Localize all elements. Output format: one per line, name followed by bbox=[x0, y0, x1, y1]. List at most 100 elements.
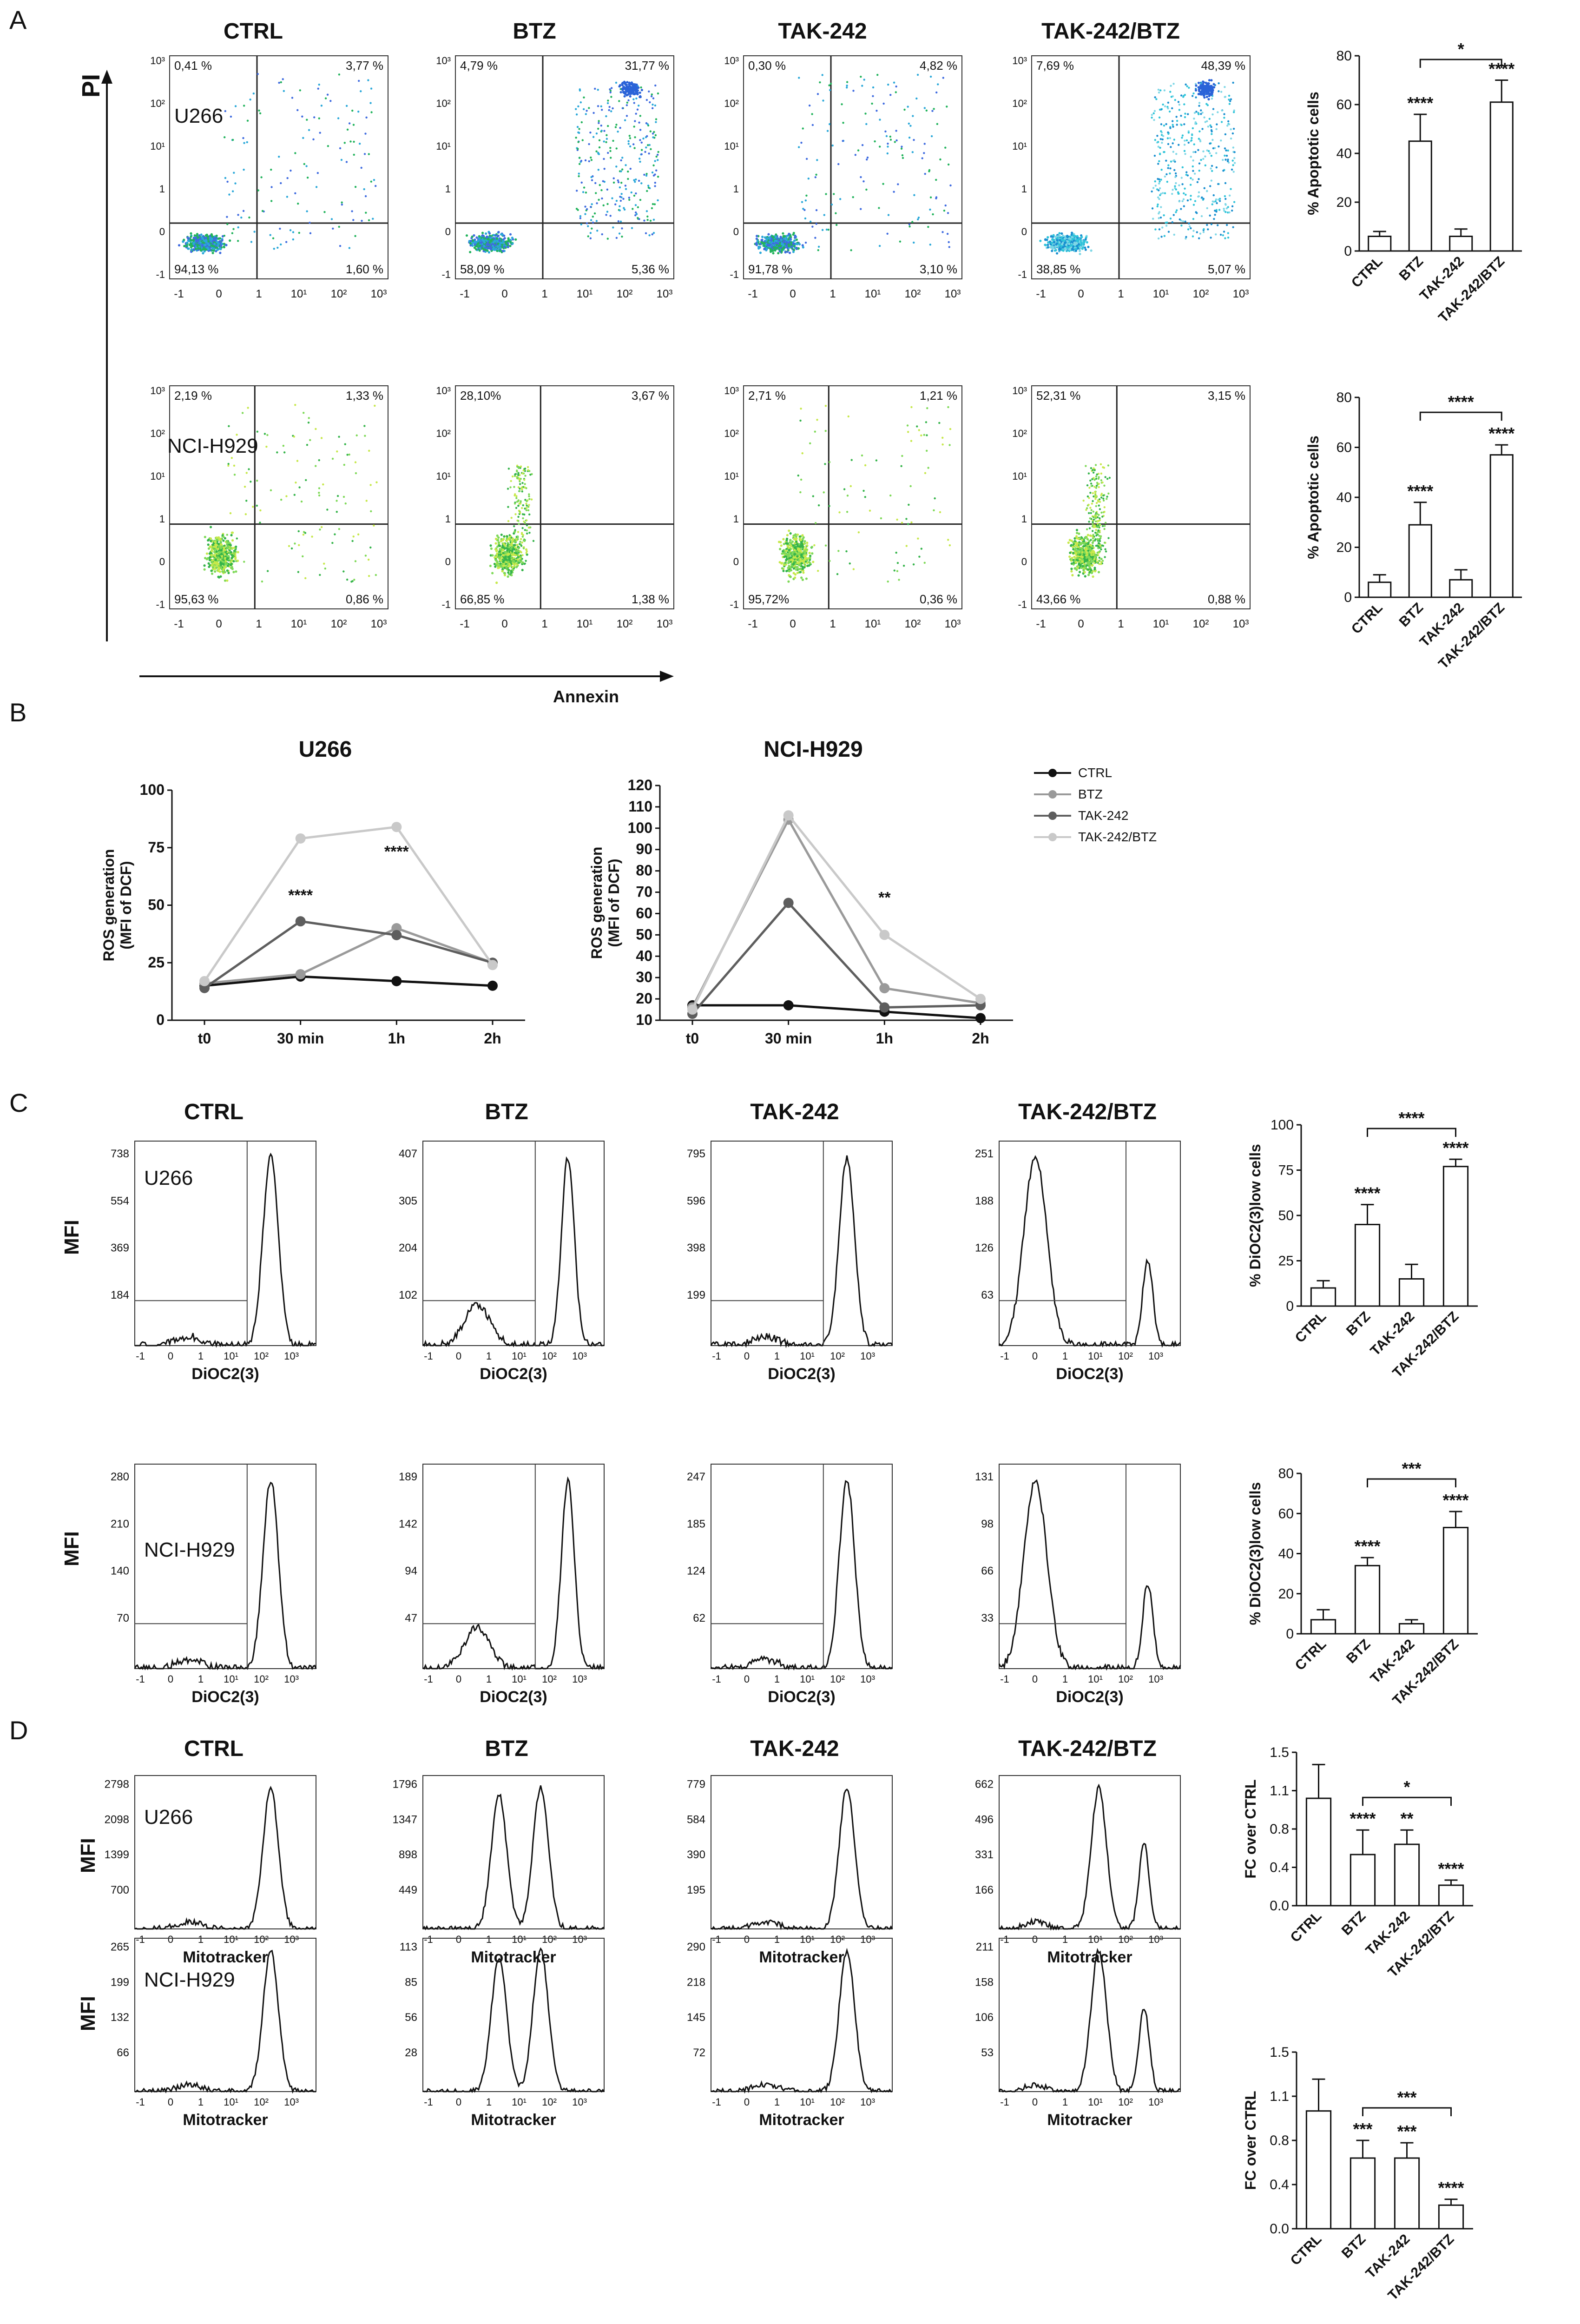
x-tick-label: 1 bbox=[774, 1350, 780, 1362]
col-title-combo-a: TAK-242/BTZ bbox=[1041, 19, 1180, 44]
y-tick-label: 120 bbox=[628, 777, 652, 793]
quadrant-lr: 1,60 % bbox=[346, 262, 383, 276]
y-axis-label: % Apoptotic cells bbox=[1305, 436, 1322, 559]
y-tick-label: -1 bbox=[441, 269, 451, 280]
x-tick-label: CTRL bbox=[1288, 2232, 1325, 2269]
y-tick-label: 189 bbox=[399, 1471, 417, 1483]
col-title-ctrl-c: CTRL bbox=[184, 1100, 244, 1124]
x-tick-label: 0 bbox=[216, 618, 222, 630]
x-tick-label: BTZ bbox=[1343, 1309, 1374, 1339]
x-tick-label: 10³ bbox=[1148, 1350, 1163, 1362]
y-tick-label: 0 bbox=[445, 556, 451, 568]
bar-CTRL bbox=[1368, 236, 1392, 252]
x-tick-label: -1 bbox=[174, 288, 184, 300]
flow-dots bbox=[1067, 463, 1111, 578]
histogram-curve bbox=[422, 1947, 605, 2093]
y-tick-label: 140 bbox=[111, 1565, 129, 1578]
y-tick-label: 1 bbox=[445, 183, 451, 195]
x-tick-label: 0 bbox=[1032, 1934, 1038, 1945]
x-axis-label: DiOC2(3) bbox=[480, 1688, 547, 1706]
x-axis-label: Mitotracker bbox=[183, 1948, 268, 1966]
bar-TAK-242 bbox=[1449, 579, 1473, 598]
y-tick-label: 449 bbox=[399, 1884, 417, 1896]
y-tick-label: 10³ bbox=[1012, 55, 1027, 66]
y-tick-label: 898 bbox=[399, 1849, 417, 1861]
histogram-frame bbox=[711, 1464, 893, 1669]
x-tick-label: 2h bbox=[484, 1030, 501, 1047]
y-tick-label: 1.1 bbox=[1270, 2089, 1289, 2104]
y-tick-label: 113 bbox=[400, 1941, 417, 1953]
y-tick-label: 106 bbox=[975, 2011, 994, 2024]
histogram-c-h929-btz: 189 142 94 47 -1 0 1 10¹ 10² 10³ DiOC2(3) bbox=[399, 1464, 605, 1706]
x-tick-label: 10² bbox=[542, 1673, 557, 1685]
cell-label-u266-a: U266 bbox=[174, 105, 224, 127]
bracket-label: * bbox=[1458, 40, 1464, 59]
y-tick-label: 80 bbox=[1278, 1466, 1294, 1481]
histogram-frame bbox=[999, 1938, 1181, 2092]
x-tick-label: 0 bbox=[456, 2096, 461, 2108]
x-tick-label: 1 bbox=[1062, 1934, 1068, 1945]
y-tick-label: 0 bbox=[1021, 556, 1027, 568]
legend-label-combo: TAK-242/BTZ bbox=[1078, 830, 1157, 844]
x-tick-label: 0 bbox=[790, 288, 796, 300]
y-tick-label: 738 bbox=[111, 1148, 129, 1160]
significance-label: **** bbox=[288, 887, 313, 905]
y-tick-label: 0 bbox=[156, 1011, 165, 1028]
y-tick-label: 0 bbox=[733, 226, 739, 238]
y-tick-label: -1 bbox=[730, 269, 739, 280]
y-tick-label: 10¹ bbox=[150, 470, 165, 482]
y-tick-label: 305 bbox=[399, 1195, 417, 1207]
quadrant-ll: 91,78 % bbox=[748, 262, 792, 276]
y-tick-label: -1 bbox=[1018, 269, 1027, 280]
y-tick-label: 20 bbox=[1336, 195, 1352, 210]
x-tick-label: -1 bbox=[424, 1350, 433, 1362]
x-tick-label: 0 bbox=[744, 2096, 750, 2108]
cell-label-u266-d: U266 bbox=[144, 1806, 193, 1829]
quadrant-ul: 4,79 % bbox=[460, 59, 498, 73]
x-tick-label: 0 bbox=[168, 2096, 173, 2108]
y-tick-label: 331 bbox=[975, 1849, 994, 1861]
histogram-d-h929-btz: 113 85 56 28 -1 0 1 10¹ 10² 10³ Mitotracker bbox=[400, 1938, 605, 2129]
mfi-label-d-u266: MFI bbox=[77, 1838, 99, 1873]
comparison-bracket bbox=[1367, 1478, 1456, 1487]
y-tick-label: 662 bbox=[975, 1778, 994, 1790]
x-tick-label: 10³ bbox=[1148, 1673, 1163, 1685]
y-tick-label: 10³ bbox=[150, 385, 165, 396]
data-point-TAK-242 bbox=[879, 1002, 890, 1013]
bar-TAK-242 bbox=[1398, 1623, 1425, 1635]
significance-label: **** bbox=[1354, 1184, 1380, 1203]
x-tick-label: 10³ bbox=[371, 288, 387, 300]
legend-label-ctrl: CTRL bbox=[1078, 766, 1113, 780]
x-tick-label: 0 bbox=[501, 288, 507, 300]
y-tick-label: 50 bbox=[1278, 1208, 1294, 1223]
y-tick-label: 85 bbox=[405, 1976, 417, 1988]
y-tick-label: 779 bbox=[687, 1778, 705, 1790]
x-tick-label: 10¹ bbox=[224, 2096, 238, 2108]
flow-plot-h929-ctrl: 2,19 % 1,33 %95,63 % 0,86 %-1 0 1 10¹ 10² 10³10… bbox=[150, 385, 388, 630]
y-tick-label: 100 bbox=[1271, 1117, 1294, 1133]
x-tick-label: 10² bbox=[830, 1934, 845, 1945]
bar-TAK-242 bbox=[1398, 1278, 1425, 1307]
y-tick-label: 10¹ bbox=[1012, 470, 1027, 482]
quadrant-lr: 0,86 % bbox=[346, 592, 383, 606]
y-tick-label: 1796 bbox=[393, 1778, 417, 1790]
x-tick-label: 10¹ bbox=[1088, 2096, 1103, 2108]
histogram-frame bbox=[422, 1464, 605, 1669]
series-line-TAK-242/BTZ bbox=[691, 813, 981, 1010]
significance-label: **** bbox=[1350, 1809, 1376, 1828]
x-tick-label: 0 bbox=[1032, 1673, 1038, 1685]
x-tick-label: -1 bbox=[424, 1934, 433, 1945]
y-tick-label: 0 bbox=[1344, 244, 1352, 259]
data-point-TAK-242 bbox=[783, 898, 794, 908]
series-line-CTRL bbox=[692, 1004, 981, 1019]
y-tick-label: 50 bbox=[148, 897, 165, 913]
y-tick-label: 10¹ bbox=[724, 470, 739, 482]
flow-plot-h929-tak: 2,71 % 1,21 % 95,72% 0,36 % -1 0 1 10¹ 10² 10³ 10³… bbox=[724, 385, 962, 630]
x-tick-label: 10³ bbox=[1233, 288, 1249, 300]
x-tick-label: 1 bbox=[256, 288, 262, 300]
legend-entry-combo: TAK-242/BTZ bbox=[1032, 826, 1157, 848]
x-tick-label: 10¹ bbox=[1088, 1934, 1103, 1945]
data-point-CTRL bbox=[975, 1013, 986, 1023]
y-tick-label: 25 bbox=[1278, 1254, 1294, 1269]
x-tick-label: 10² bbox=[1118, 1934, 1133, 1945]
